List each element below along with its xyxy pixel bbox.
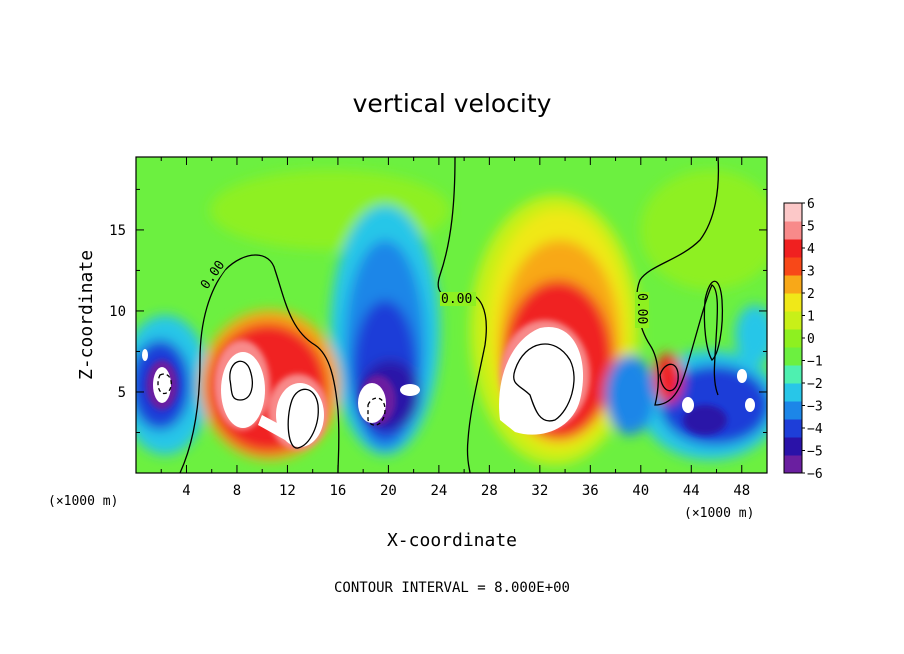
heatmap-field: 0.00 0.00 0.00	[136, 157, 767, 473]
x-tick-label: 36	[582, 483, 599, 499]
colorbar-tick-label: 0	[807, 332, 815, 347]
colorbar-tick-label: 4	[807, 242, 815, 257]
contour-label-right-group: 0.00	[634, 292, 649, 328]
downdraft-right-purple	[683, 405, 727, 435]
downdraft-small-upper-right	[735, 305, 767, 365]
downdraft-left-core	[153, 367, 171, 403]
colorbar-swatch	[784, 257, 802, 276]
contour-small-46	[703, 280, 724, 361]
updraft-main-core	[499, 326, 584, 435]
y-tick-label: 10	[109, 304, 126, 320]
downdraft-center-core-a	[358, 383, 386, 423]
x-unit-label-right: (×1000 m)	[684, 506, 754, 521]
x-tick-label: 12	[279, 483, 296, 499]
colorbar	[783, 202, 803, 474]
colorbar-tick-label: 5	[807, 220, 815, 235]
downdraft-right-core-c	[745, 398, 755, 412]
colorbar-tick-label: 3	[807, 265, 815, 280]
contour-pos-main	[513, 343, 575, 422]
x-tick-label: 4	[182, 483, 190, 499]
downdraft-center-core-b	[400, 384, 420, 396]
x-tick-label: 32	[531, 483, 548, 499]
contour-neg-left	[157, 373, 172, 395]
colorbar-swatch	[784, 239, 802, 258]
y-axis-label: Z-coordinate	[76, 250, 97, 380]
x-tick-label: 44	[683, 483, 700, 499]
contour-zero-right	[636, 157, 720, 406]
x-tick-label: 24	[430, 483, 447, 499]
colorbar-tick-label: −2	[807, 377, 823, 392]
colorbar-swatch	[784, 329, 802, 348]
contour-zero-center	[437, 157, 487, 473]
colorbar-tick-label: −3	[807, 400, 823, 415]
chart-title: vertical velocity	[353, 89, 552, 118]
x-tick-label: 28	[481, 483, 498, 499]
contour-interval-text: CONTOUR INTERVAL = 8.000E+00	[334, 580, 570, 596]
x-tick-label: 40	[632, 483, 649, 499]
x-tick-label: 48	[733, 483, 750, 499]
downdraft-patch-40	[605, 355, 655, 435]
x-tick-label: 8	[233, 483, 241, 499]
y-axis-ticks: 5 10 15	[109, 188, 767, 433]
colorbar-swatch	[784, 401, 802, 420]
contour-label-right: 0.00	[634, 293, 649, 324]
contour-label-center: 0.00	[441, 292, 472, 307]
colorbar-swatch	[784, 347, 802, 366]
contour-pos-left-a	[229, 360, 253, 401]
colorbar-tick-label: 1	[807, 310, 815, 325]
x-axis-ticks: 4 8 12 16 20 24 28 32 36 40 44 48	[160, 157, 750, 499]
colorbar-tick-label: 6	[807, 197, 815, 212]
y-tick-label: 15	[109, 223, 126, 239]
downdraft-right-core-d	[142, 349, 148, 361]
colorbar-swatch	[784, 365, 802, 384]
colorbar-swatch	[784, 419, 802, 438]
colorbar-tick-label: −5	[807, 445, 823, 460]
contour-pos-left-b	[287, 388, 319, 449]
colorbar-tick-label: −4	[807, 422, 823, 437]
updraft-left-core-bridge	[258, 415, 290, 440]
colorbar-ticks: 6 5 4 3 2 1 0 −1 −2 −3 −4 −5 −6	[802, 197, 823, 482]
x-tick-label: 16	[329, 483, 346, 499]
colorbar-swatch	[784, 221, 802, 240]
contour-small-42	[659, 363, 679, 392]
updraft-left-core-a	[221, 352, 265, 428]
colorbar-swatch	[784, 203, 802, 222]
downdraft-right-core-a	[682, 397, 694, 413]
x-unit-label-left: (×1000 m)	[48, 494, 118, 509]
x-tick-label: 20	[380, 483, 397, 499]
colorbar-swatch	[784, 275, 802, 294]
colorbar-swatch	[784, 455, 802, 474]
contour-label-center-group: 0.00	[440, 292, 476, 307]
colorbar-swatch	[784, 293, 802, 312]
colorbar-tick-label: −1	[807, 355, 823, 370]
contour-neg-center	[367, 397, 386, 426]
x-axis-label: X-coordinate	[387, 530, 517, 551]
colorbar-swatch	[784, 437, 802, 456]
y-tick-label: 5	[118, 385, 126, 401]
colorbar-swatch	[784, 383, 802, 402]
colorbar-swatch	[784, 311, 802, 330]
colorbar-tick-label: −6	[807, 467, 823, 482]
contour-zero-left	[179, 254, 340, 473]
plot-frame	[135, 156, 768, 474]
downdraft-right-core-b	[737, 369, 747, 383]
colorbar-tick-label: 2	[807, 287, 815, 302]
region-upper-right-light	[640, 170, 767, 290]
